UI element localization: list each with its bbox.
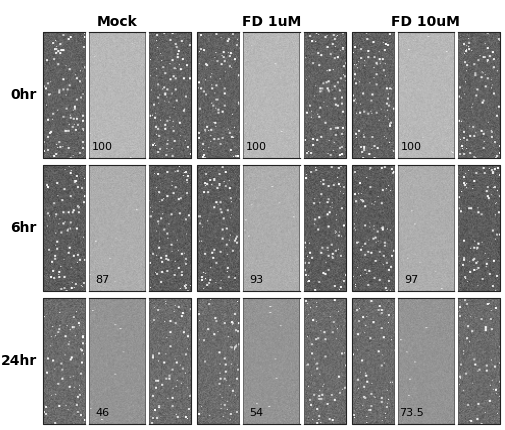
Text: 46: 46 — [95, 408, 109, 418]
Text: FD 10uM: FD 10uM — [391, 15, 460, 29]
Text: 100: 100 — [400, 142, 422, 152]
Text: 54: 54 — [249, 408, 264, 418]
Text: 24hr: 24hr — [1, 354, 37, 368]
Text: 73.5: 73.5 — [398, 408, 423, 418]
Text: 100: 100 — [246, 142, 267, 152]
Text: 6hr: 6hr — [11, 221, 37, 235]
Text: 0hr: 0hr — [11, 88, 37, 102]
Text: 100: 100 — [92, 142, 113, 152]
Text: FD 1uM: FD 1uM — [242, 15, 301, 29]
Text: 97: 97 — [404, 275, 418, 286]
Text: 93: 93 — [249, 275, 264, 286]
Text: 87: 87 — [95, 275, 110, 286]
Text: Mock: Mock — [96, 15, 137, 29]
